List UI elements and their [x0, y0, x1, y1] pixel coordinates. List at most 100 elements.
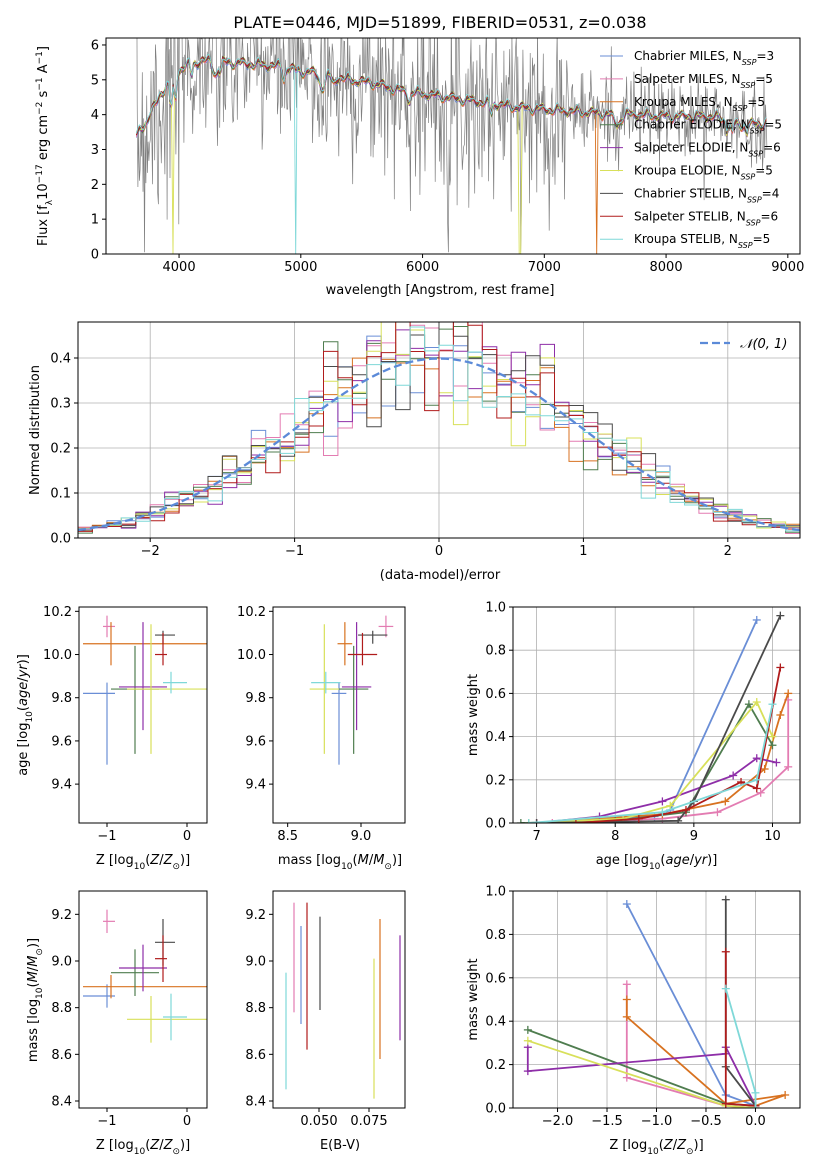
x-tick-label: 7 — [532, 829, 540, 844]
x-tick-label: −1 — [285, 544, 304, 559]
label-part: age [log — [16, 723, 31, 776]
y-tick-label: 10.0 — [43, 648, 72, 663]
y-tick-label: 9.0 — [245, 955, 266, 970]
x-axis-label: Z [log10(Z/Z⊙)] — [609, 1138, 703, 1157]
legend-label-part: Kroupa STELIB, N — [634, 232, 738, 246]
y-axis-label: Normed distribution — [28, 365, 43, 495]
label-part: )] — [26, 938, 41, 948]
axes-box — [78, 890, 208, 1109]
label-part: −1 — [35, 77, 45, 90]
legend-label: Chabrier STELIB, NSSP=4 — [634, 186, 779, 204]
y-tick-label: 2 — [91, 178, 99, 193]
label-part: ⊙ — [172, 862, 180, 872]
y-tick-label: 3 — [91, 143, 99, 158]
legend-label-part: Kroupa MILES, N — [634, 95, 733, 109]
legend-label-part: SSP — [741, 172, 756, 181]
legend-label-part: SSP — [748, 149, 763, 158]
label-part: E(B-V) — [320, 1138, 360, 1153]
label-part: s — [36, 90, 51, 101]
weight-line — [724, 951, 756, 1107]
y-tick-label: 6 — [91, 38, 99, 53]
legend-label-part: =5 — [755, 164, 773, 178]
plot-area — [83, 909, 207, 1043]
label-part: −2 — [35, 102, 45, 115]
plot-area — [78, 322, 800, 538]
legend-label-part: SSP — [750, 126, 765, 135]
label-part: 10 — [647, 1147, 659, 1157]
x-axis-label: wavelength [Angstrom, rest frame] — [326, 283, 555, 298]
y-tick-label: 1.0 — [485, 885, 506, 900]
label-part: age — [16, 682, 31, 706]
label-part: mass weight — [466, 958, 481, 1040]
legend-label-part: Kroupa ELODIE, N — [634, 164, 741, 178]
label-part: ( — [659, 1138, 664, 1153]
label-part: ] — [36, 46, 51, 51]
x-tick-label: 1 — [579, 544, 587, 559]
axes-box — [272, 890, 406, 1109]
y-tick-label: 10.2 — [43, 605, 72, 620]
weight-line — [625, 984, 756, 1108]
label-part: / — [690, 853, 695, 868]
label-part: / — [369, 853, 374, 868]
label-part: / — [26, 966, 41, 971]
axes-box — [78, 606, 208, 824]
legend-label: Kroupa STELIB, NSSP=5 — [634, 232, 770, 250]
x-tick-label: 9 — [690, 829, 698, 844]
y-tick-label: 0.6 — [485, 687, 506, 702]
x-tick-label: 0.075 — [350, 1114, 387, 1129]
normal-curve-line — [78, 357, 800, 532]
x-tick-label: 7000 — [528, 260, 561, 275]
y-axis-label: mass [log10(M/M⊙)] — [26, 938, 45, 1062]
legend-label-part: SSP — [746, 218, 761, 227]
y-tick-label: 10.2 — [237, 605, 266, 620]
y-tick-label: 0.4 — [485, 730, 506, 745]
legend-label-part: =5 — [764, 118, 782, 132]
plot-area — [516, 611, 793, 823]
x-tick-label: 4000 — [163, 260, 196, 275]
x-tick-label: 0.050 — [300, 1114, 337, 1129]
label-part: )] — [392, 853, 402, 868]
plot-area — [83, 615, 207, 765]
axes-frame: −1 0 8.4 8.6 8.8 9.0 9.2 — [51, 890, 208, 1129]
x-tick-label: −2 — [141, 544, 160, 559]
mass-vs-ebv-panel: 0.050 0.075 8.4 8.6 8.8 9.0 9.2 E(B-V) — [245, 890, 406, 1153]
label-part: 10 — [134, 1147, 146, 1157]
y-tick-label: 9.8 — [51, 691, 72, 706]
axes-frame: 7 8 9 10 0.0 0.2 0.4 0.6 0.8 1.0 — [485, 601, 801, 844]
y-tick-label: 0.2 — [50, 442, 71, 457]
legend-label-part: =3 — [756, 49, 774, 63]
label-part: 10 — [649, 862, 661, 872]
label-part: )] — [694, 1138, 704, 1153]
x-tick-label: 8 — [611, 829, 619, 844]
y-tick-label: 9.4 — [245, 778, 266, 793]
spectrum-panel: 4000 5000 6000 7000 8000 9000 0 1 2 3 4 5 6 Chabrier … — [35, 37, 804, 298]
legend-label-part: SSP — [738, 241, 753, 250]
weight-line — [527, 1039, 756, 1108]
y-tick-label: 0.4 — [50, 352, 71, 367]
y-tick-label: 5 — [91, 73, 99, 88]
label-part: ( — [26, 982, 41, 987]
y-tick-label: 9.6 — [245, 734, 266, 749]
label-part: Z [log — [609, 1138, 647, 1153]
label-part: )] — [180, 853, 190, 868]
label-part: / — [673, 1138, 678, 1153]
x-axis-label: mass [log10(M/M⊙)] — [278, 853, 402, 872]
x-tick-label: 0.0 — [745, 1114, 766, 1129]
plot-area — [309, 615, 394, 765]
label-part: mass [log — [26, 999, 41, 1062]
x-tick-label: −0.5 — [690, 1114, 722, 1129]
label-part: Normed distribution — [28, 365, 43, 495]
legend-label-part: =5 — [755, 72, 773, 86]
axes-box — [272, 606, 406, 824]
legend-label-part: Chabrier ELODIE, N — [634, 118, 750, 132]
legend-label: Kroupa MILES, NSSP=5 — [634, 95, 765, 113]
x-tick-label: −1 — [97, 829, 116, 844]
plot-area — [135, 38, 768, 254]
label-part: M — [373, 853, 384, 868]
y-axis-label: mass weight — [466, 958, 481, 1040]
label-part: M — [358, 853, 369, 868]
legend-label-part: Chabrier MILES, N — [634, 49, 742, 63]
label-part: Z — [163, 853, 174, 868]
x-tick-label: 5000 — [284, 260, 317, 275]
